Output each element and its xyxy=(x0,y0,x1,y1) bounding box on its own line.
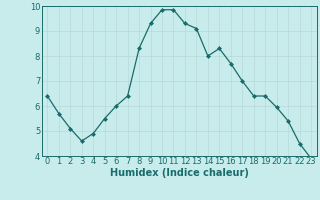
X-axis label: Humidex (Indice chaleur): Humidex (Indice chaleur) xyxy=(110,168,249,178)
